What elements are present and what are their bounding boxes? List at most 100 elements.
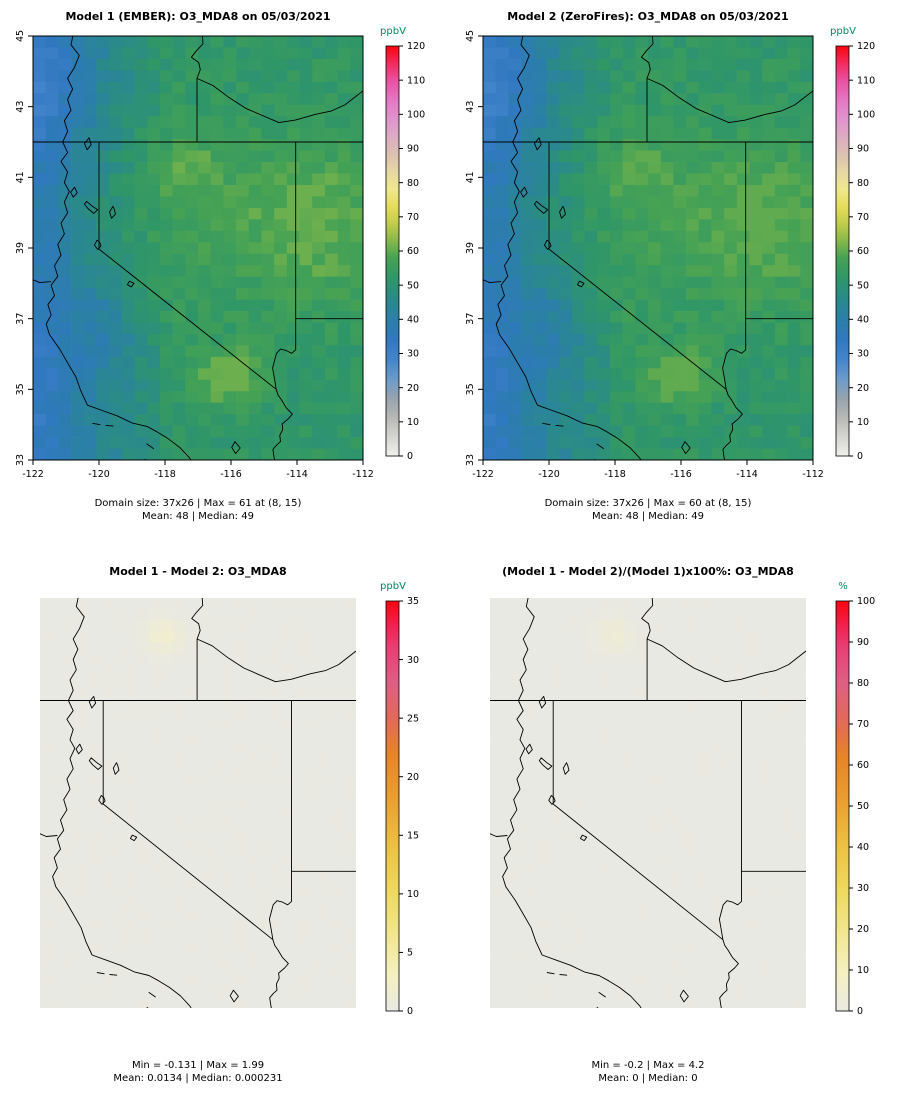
x-tick-label: -114 — [286, 469, 308, 480]
ca-nv-border-line — [102, 700, 274, 941]
pyramid-lake-outline — [562, 762, 570, 775]
colorbar-tick-label: 50 — [407, 280, 419, 291]
or-id-border-line — [190, 36, 204, 142]
salton-sea-outline — [231, 441, 241, 455]
catalina-island-line — [598, 991, 606, 998]
snake-river-line — [196, 638, 356, 683]
y-tick-label: 35 — [465, 383, 476, 395]
colorbar-tick-label: 30 — [857, 349, 869, 360]
caption-line-2: Mean: 0.0134 | Median: 0.000231 — [113, 1072, 283, 1084]
colorbar-tick-label: 120 — [407, 41, 425, 52]
colorbar-tick-label: 25 — [407, 713, 419, 724]
honey-lake-outline — [534, 200, 549, 214]
colorbar-tick-label: 0 — [407, 1006, 413, 1017]
y-tick-label: 39 — [15, 242, 26, 254]
lake-tahoe-outline — [93, 239, 102, 250]
caption-line-1: Domain size: 37x26 | Max = 61 at (8, 15) — [94, 498, 302, 509]
colorbar-unit-label: % — [838, 581, 848, 592]
x-tick-label: -120 — [538, 469, 560, 480]
channel-island-1-line — [546, 972, 555, 975]
y-tick-label: 43 — [465, 101, 476, 113]
channel-island-2-line — [555, 424, 564, 427]
raster-layer — [490, 598, 806, 1008]
y-tick-label: 45 — [465, 30, 476, 42]
goose-lake-outline — [538, 695, 547, 709]
colorbar-tick-label: 70 — [407, 212, 419, 223]
colorbar-tick-label: 120 — [857, 41, 875, 52]
panel-percent-difference: (Model 1 - Model 2)/(Model 1)x100%: O3_M… — [450, 555, 900, 1110]
panel-title: Model 1 (EMBER): O3_MDA8 on 05/03/2021 — [65, 10, 331, 23]
y-tick-label: 41 — [15, 171, 26, 183]
panel-title: Model 1 - Model 2: O3_MDA8 — [109, 565, 287, 578]
y-tick-label: 35 — [15, 383, 26, 395]
geo-borders-layer — [33, 36, 363, 460]
mono-lake-outline — [579, 834, 588, 842]
goose-lake-outline — [84, 137, 92, 151]
colorbar-tick-label: 35 — [407, 596, 419, 607]
y-tick-label: 37 — [15, 313, 26, 325]
colorbar-tick-label: 60 — [407, 246, 419, 257]
map-plot-difference: 0 5 10 15 20 25 30 35 — [40, 596, 419, 1017]
ca-nv-border-line — [552, 700, 724, 941]
colorbar-tick-label: 110 — [407, 75, 425, 86]
raster-layer — [483, 36, 813, 460]
eagle-lake-outline — [520, 186, 528, 198]
colorbar-tick-label: 100 — [857, 110, 875, 121]
colorbar-tick-label: 20 — [407, 772, 419, 783]
channel-island-1-line — [542, 422, 551, 426]
colorbar-tick-label: 10 — [407, 889, 419, 900]
x-tick-label: -120 — [88, 469, 110, 480]
snake-river-line — [646, 638, 806, 683]
colorbar-gradient — [385, 600, 400, 1012]
ca-nv-border-line — [98, 142, 277, 390]
map-plot-model1: -122 -120 -118 -116 -114 -112 33 35 37 39 41 43 45 0 1… — [15, 30, 425, 480]
colorbar-tick-label: 80 — [857, 678, 869, 689]
channel-island-2-line — [105, 424, 114, 427]
nv-ut-az-border-line — [718, 700, 742, 940]
panel-caption: Domain size: 37x26 | Max = 60 at (8, 15)… — [473, 498, 823, 523]
colorbar: 0 10 20 30 40 50 60 70 80 90 100 110 120 — [385, 41, 425, 462]
y-tick-label: 43 — [15, 101, 26, 113]
or-id-border-line — [640, 36, 654, 142]
colorbar-tick-label: 20 — [857, 924, 869, 935]
raster-layer — [40, 598, 356, 1008]
x-tick-label: -122 — [22, 469, 44, 480]
goose-lake-outline — [534, 137, 542, 151]
caption-line-2: Mean: 0 | Median: 0 — [598, 1072, 698, 1084]
panel-model2: Model 2 (ZeroFires): O3_MDA8 on 05/03/20… — [450, 0, 900, 555]
colorbar-tick-label: 10 — [857, 417, 869, 428]
colorbar: 0 10 20 30 40 50 60 70 80 90 100 — [835, 596, 875, 1017]
colorbar-tick-label: 90 — [857, 144, 869, 155]
mono-lake-outline — [126, 280, 135, 288]
colorado-river-ca-az-line — [719, 939, 739, 1008]
nv-ut-az-border-line — [722, 142, 747, 390]
colorbar-tick-label: 0 — [857, 1006, 863, 1017]
channel-island-2-line — [109, 974, 118, 976]
catalina-island-line — [146, 443, 155, 450]
panel-title: (Model 1 - Model 2)/(Model 1)x100%: O3_M… — [502, 565, 794, 578]
sf-bay-delta-line — [33, 279, 52, 284]
honey-lake-outline — [84, 200, 99, 214]
eagle-lake-outline — [525, 743, 533, 755]
eagle-lake-outline — [75, 743, 83, 755]
colorbar-tick-label: 40 — [407, 315, 419, 326]
panel-caption: Domain size: 37x26 | Max = 61 at (8, 15)… — [23, 498, 373, 523]
colorbar-tick-label: 60 — [857, 760, 869, 771]
axes: -122 -120 -118 -116 -114 -112 33 35 37 39 41 43 45 — [465, 30, 824, 480]
y-tick-label: 41 — [465, 171, 476, 183]
x-tick-label: -122 — [472, 469, 494, 480]
mono-lake-outline — [576, 280, 585, 288]
mono-lake-outline — [129, 834, 138, 842]
sf-bay-delta-line — [490, 833, 508, 837]
y-tick-label: 39 — [465, 242, 476, 254]
colorbar-tick-label: 70 — [857, 212, 869, 223]
snake-river-line — [646, 77, 813, 124]
x-tick-label: -112 — [352, 469, 374, 480]
san-clemente-island-line — [596, 1006, 599, 1008]
caption-line-1: Domain size: 37x26 | Max = 60 at (8, 15) — [544, 498, 752, 509]
coast-river-line — [52, 598, 192, 1008]
panel-caption: Min = -0.2 | Max = 4.2 Mean: 0 | Median:… — [473, 1060, 823, 1085]
colorbar-tick-label: 0 — [857, 451, 863, 462]
colorbar-gradient — [835, 600, 850, 1012]
colorbar-tick-label: 0 — [407, 451, 413, 462]
